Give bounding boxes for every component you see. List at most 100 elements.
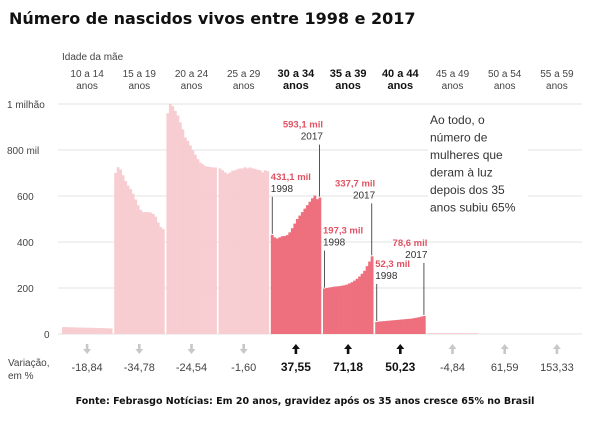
year-bar bbox=[102, 328, 105, 334]
variation-label: Variação, bbox=[8, 358, 50, 369]
year-bar bbox=[97, 328, 100, 334]
year-bar bbox=[107, 328, 110, 334]
year-bar bbox=[290, 228, 294, 334]
year-bar bbox=[298, 215, 302, 334]
year-bar bbox=[79, 327, 83, 334]
year-bar bbox=[77, 327, 80, 334]
year-bar bbox=[283, 236, 287, 334]
year-bar bbox=[134, 199, 138, 334]
year-bar bbox=[186, 140, 190, 334]
annotation-year: 1998 bbox=[323, 238, 346, 249]
year-bar bbox=[382, 321, 386, 334]
age-group-label: anos bbox=[335, 80, 361, 92]
year-bar bbox=[460, 333, 463, 334]
annotation-year: 1998 bbox=[271, 184, 294, 195]
year-bar bbox=[432, 333, 436, 334]
year-bar bbox=[84, 327, 88, 334]
year-bar bbox=[410, 318, 414, 334]
year-bar bbox=[191, 150, 195, 334]
age-group-label: 35 a 39 bbox=[330, 68, 367, 80]
variation-value: 153,33 bbox=[540, 362, 574, 374]
year-bar bbox=[472, 333, 476, 334]
year-bar bbox=[465, 333, 468, 334]
year-bar bbox=[173, 110, 177, 335]
year-bar bbox=[246, 168, 250, 334]
age-group-label: anos bbox=[283, 80, 309, 92]
year-bar bbox=[69, 327, 73, 334]
year-bar bbox=[266, 171, 270, 334]
chart-title: Número de nascidos vivos entre 1998 e 20… bbox=[9, 9, 416, 28]
year-bar bbox=[300, 212, 304, 334]
variation-value: 37,55 bbox=[281, 360, 311, 374]
year-bar bbox=[233, 170, 237, 334]
arrow-down-icon bbox=[135, 344, 144, 354]
year-bar bbox=[375, 321, 379, 334]
year-bar bbox=[392, 320, 396, 334]
year-bar bbox=[475, 333, 478, 334]
year-bar bbox=[161, 229, 165, 334]
year-bar bbox=[452, 333, 456, 334]
year-bar bbox=[196, 159, 200, 334]
year-bar bbox=[442, 333, 446, 334]
year-bar bbox=[330, 287, 334, 334]
year-bar bbox=[136, 205, 140, 334]
year-bar bbox=[251, 168, 255, 334]
variation-value: -24,54 bbox=[176, 362, 207, 374]
age-group-label: anos bbox=[442, 81, 464, 92]
note-text: anos subiu 65% bbox=[430, 201, 516, 215]
age-group-label: anos bbox=[76, 81, 98, 92]
year-bar bbox=[141, 212, 145, 334]
age-group-label: 55 a 59 bbox=[540, 69, 574, 80]
year-bar bbox=[188, 145, 192, 334]
year-bar bbox=[94, 327, 98, 334]
year-bar bbox=[64, 327, 68, 334]
year-bar bbox=[293, 223, 297, 334]
variation-value: 50,23 bbox=[385, 360, 415, 374]
age-group-label: 25 a 29 bbox=[227, 69, 261, 80]
age-group-label: 50 a 54 bbox=[488, 69, 522, 80]
year-bar bbox=[318, 197, 322, 334]
year-bar bbox=[218, 168, 222, 334]
year-bar bbox=[368, 261, 371, 334]
arrow-up-icon bbox=[500, 344, 509, 354]
year-bar bbox=[335, 286, 339, 334]
note-background bbox=[428, 113, 528, 128]
year-bar bbox=[89, 327, 93, 334]
year-bar bbox=[427, 333, 431, 334]
year-bar bbox=[121, 175, 125, 334]
year-bar bbox=[270, 234, 274, 334]
year-bar bbox=[126, 185, 130, 334]
year-bar bbox=[400, 319, 404, 334]
note-background bbox=[428, 130, 528, 146]
year-bar bbox=[149, 212, 153, 334]
year-bar bbox=[333, 286, 336, 334]
year-bar bbox=[455, 333, 458, 334]
age-group-label: anos bbox=[128, 81, 150, 92]
year-bar bbox=[345, 284, 349, 334]
year-bar bbox=[343, 285, 346, 334]
year-bar bbox=[412, 318, 416, 334]
age-group-label: 30 a 34 bbox=[278, 68, 316, 80]
year-bar bbox=[99, 328, 103, 334]
year-bar bbox=[417, 317, 421, 334]
year-bar bbox=[377, 321, 381, 334]
annotation-value: 431,1 mil bbox=[271, 172, 311, 183]
variation-label: em % bbox=[8, 371, 34, 382]
year-bar bbox=[238, 168, 242, 334]
year-bar bbox=[358, 276, 361, 334]
year-bar bbox=[104, 328, 108, 334]
y-tick-label: 400 bbox=[17, 238, 34, 249]
year-bar bbox=[338, 286, 341, 334]
year-bar bbox=[183, 137, 187, 334]
year-bar bbox=[295, 219, 299, 334]
year-bar bbox=[166, 113, 170, 334]
year-bar bbox=[323, 288, 326, 334]
variation-value: 71,18 bbox=[333, 360, 363, 374]
year-bar bbox=[285, 235, 289, 334]
year-bar bbox=[226, 173, 229, 334]
year-bar bbox=[278, 237, 282, 334]
y-tick-label: 0 bbox=[44, 330, 50, 341]
annotation-year: 2017 bbox=[353, 190, 376, 201]
y-tick-label: 800 mil bbox=[7, 146, 39, 157]
year-bar bbox=[221, 170, 224, 334]
